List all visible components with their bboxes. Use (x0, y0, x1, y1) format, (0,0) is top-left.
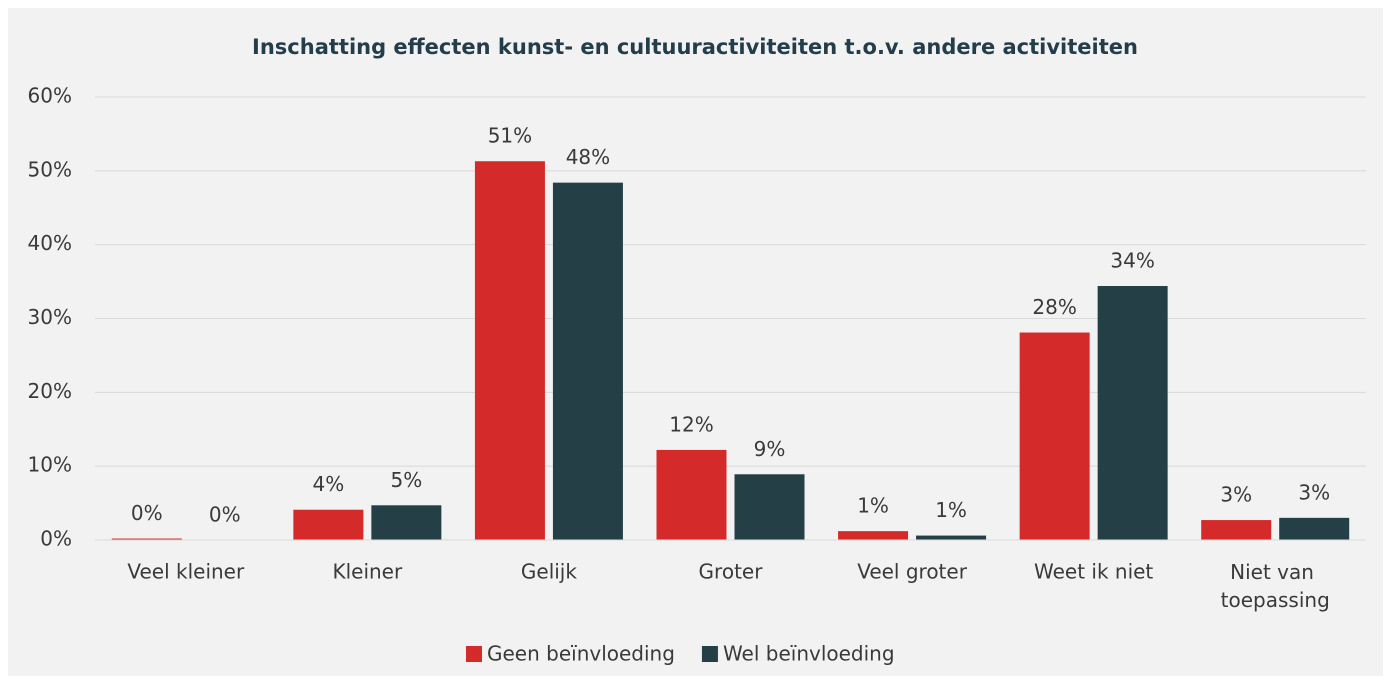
bar (656, 449, 727, 540)
bar (1019, 332, 1090, 540)
bar (371, 505, 442, 540)
bar (111, 538, 182, 540)
y-tick-label: 0% (40, 527, 72, 551)
value-label: 5% (390, 468, 422, 492)
x-tick-label: Veel kleiner (127, 560, 245, 584)
bar (474, 161, 545, 541)
y-tick-label: 60% (28, 84, 72, 108)
legend-label: Geen beïnvloeding (487, 642, 675, 666)
legend-label: Wel beïnvloeding (723, 642, 895, 666)
y-tick-label: 30% (28, 305, 72, 329)
x-tick-label: Groter (699, 560, 764, 584)
value-label: 4% (312, 472, 344, 496)
x-tick-label: Veel groter (857, 560, 968, 584)
value-label: 12% (669, 412, 713, 436)
bar (916, 535, 987, 540)
bar (293, 509, 364, 540)
bar (734, 474, 805, 540)
value-label: 3% (1298, 480, 1330, 504)
x-tick-label: Gelijk (521, 560, 577, 584)
x-tick-label: Kleiner (332, 560, 403, 584)
bar (552, 182, 623, 540)
bar (1201, 520, 1272, 540)
chart-title: Inschatting effecten kunst- en cultuurac… (252, 35, 1138, 59)
x-tick-label: Niet van toepassing (1221, 560, 1330, 612)
value-label: 51% (488, 124, 532, 148)
y-tick-label: 20% (28, 379, 72, 403)
value-label: 1% (857, 494, 889, 518)
y-tick-label: 10% (28, 453, 72, 477)
value-label: 9% (754, 437, 786, 461)
x-tick-label: Weet ik niet (1034, 560, 1153, 584)
value-label: 0% (209, 503, 241, 527)
bar (838, 531, 909, 540)
value-label: 28% (1032, 295, 1076, 319)
value-label: 1% (935, 498, 967, 522)
value-label: 34% (1110, 249, 1154, 273)
value-label: 3% (1220, 483, 1252, 507)
legend-swatch (701, 646, 718, 662)
y-tick-label: 50% (28, 157, 72, 181)
value-label: 48% (566, 145, 610, 169)
bar (1097, 286, 1168, 540)
legend-swatch (466, 646, 482, 662)
y-tick-label: 40% (28, 231, 72, 255)
bar (1279, 517, 1350, 540)
value-label: 0% (131, 501, 163, 525)
